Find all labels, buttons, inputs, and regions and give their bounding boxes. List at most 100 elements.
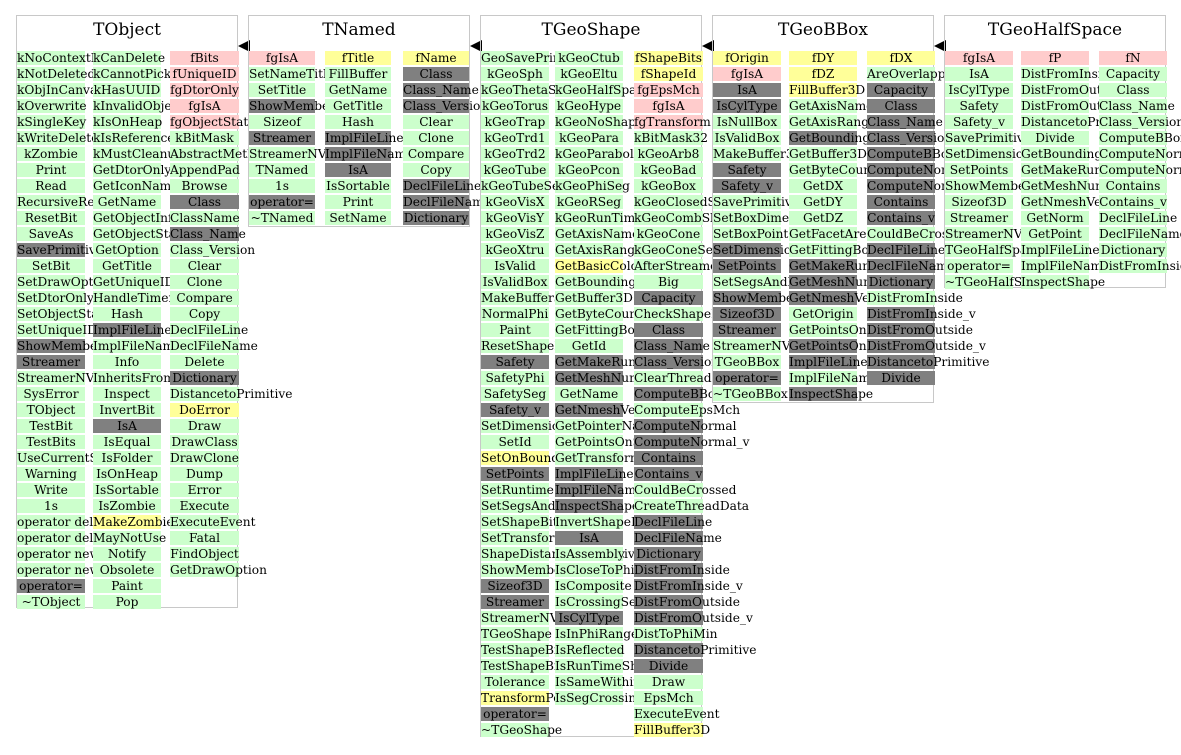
member-cell[interactable]: Print bbox=[325, 195, 391, 209]
member-cell[interactable]: SetBit bbox=[17, 259, 85, 273]
member-cell[interactable]: ImplFileLine bbox=[325, 131, 404, 145]
member-cell[interactable]: AbstractMethod bbox=[170, 147, 271, 161]
member-cell[interactable]: kGeoCtub bbox=[555, 51, 623, 65]
member-cell[interactable]: Sizeof bbox=[249, 115, 315, 129]
member-cell[interactable]: fN bbox=[1099, 51, 1167, 65]
member-cell[interactable]: SetPoints bbox=[945, 163, 1013, 177]
member-cell[interactable]: Streamer bbox=[713, 323, 781, 337]
member-cell[interactable]: Contains bbox=[867, 195, 935, 209]
member-cell[interactable]: Copy bbox=[170, 307, 239, 321]
member-cell[interactable]: ImplFileName bbox=[1021, 259, 1110, 273]
member-cell[interactable]: Class_Version bbox=[867, 131, 953, 145]
member-cell[interactable]: fgIsA bbox=[713, 67, 781, 81]
member-cell[interactable]: IsA bbox=[325, 163, 391, 177]
member-cell[interactable]: SetBoxDimensions bbox=[713, 211, 829, 225]
member-cell[interactable]: fShapeBits bbox=[634, 51, 703, 65]
member-cell[interactable]: SetDtorOnly bbox=[17, 291, 94, 305]
member-cell[interactable]: fgTransform bbox=[634, 115, 711, 129]
member-cell[interactable]: ShowMembers bbox=[713, 291, 806, 305]
member-cell[interactable]: DeclFileName bbox=[634, 531, 722, 545]
member-cell[interactable]: ResetBit bbox=[17, 211, 85, 225]
member-cell[interactable]: Class_Name bbox=[1099, 99, 1175, 113]
member-cell[interactable]: kMustCleanup bbox=[93, 147, 184, 161]
member-cell[interactable]: GeoSavePrimitive bbox=[481, 51, 592, 65]
member-cell[interactable]: ClearThreadData bbox=[634, 371, 741, 385]
member-cell[interactable]: kCannotPick bbox=[93, 67, 172, 81]
member-cell[interactable]: GetAxisRange bbox=[555, 243, 643, 257]
member-cell[interactable]: Write bbox=[17, 483, 85, 497]
member-cell[interactable]: IsSortable bbox=[325, 179, 391, 193]
member-cell[interactable]: ComputeEpsMch bbox=[634, 403, 741, 417]
member-cell[interactable]: ComputeNormal bbox=[867, 163, 970, 177]
member-cell[interactable]: DistancetoPrimitive bbox=[634, 643, 757, 657]
member-cell[interactable]: IsSegCrossing bbox=[555, 691, 644, 705]
member-cell[interactable]: kZombie bbox=[17, 147, 85, 161]
member-cell[interactable]: ComputeNormal bbox=[634, 419, 737, 433]
member-cell[interactable]: TestBit bbox=[17, 419, 85, 433]
member-cell[interactable]: MakeZombie bbox=[93, 515, 174, 529]
member-cell[interactable]: DistFromOutside bbox=[1021, 83, 1127, 97]
member-cell[interactable]: GetDY bbox=[789, 195, 857, 209]
member-cell[interactable]: StreamerNVirtual bbox=[17, 371, 129, 385]
member-cell[interactable]: GetFittingBox bbox=[789, 243, 876, 257]
member-cell[interactable]: IsValid bbox=[481, 259, 549, 273]
member-cell[interactable]: kGeoVisX bbox=[481, 195, 549, 209]
member-cell[interactable]: ImplFileName bbox=[93, 339, 182, 353]
member-cell[interactable]: DeclFileName bbox=[170, 339, 258, 353]
member-cell[interactable]: fgObjectStat bbox=[170, 115, 249, 129]
member-cell[interactable]: SetDimensions bbox=[713, 243, 806, 257]
member-cell[interactable]: IsComposite bbox=[555, 579, 632, 593]
member-cell[interactable]: Class_Name bbox=[403, 83, 479, 97]
member-cell[interactable]: Hash bbox=[93, 307, 161, 321]
member-cell[interactable]: GetBoundingCylinder bbox=[555, 275, 689, 289]
member-cell[interactable]: Read bbox=[17, 179, 85, 193]
member-cell[interactable]: StreamerNVirtual bbox=[249, 147, 361, 161]
member-cell[interactable]: AfterStreamer bbox=[634, 259, 724, 273]
member-cell[interactable]: kGeoArb8 bbox=[634, 147, 703, 161]
member-cell[interactable]: Paint bbox=[93, 579, 161, 593]
member-cell[interactable]: DistancetoPrimitive bbox=[1021, 115, 1144, 129]
member-cell[interactable]: kObjInCanvas bbox=[17, 83, 104, 97]
member-cell[interactable]: kGeoPhiSeg bbox=[555, 179, 630, 193]
member-cell[interactable]: Safety_v bbox=[945, 115, 1013, 129]
member-cell[interactable]: kGeoClosedShape bbox=[634, 195, 746, 209]
member-cell[interactable]: 1s bbox=[17, 499, 85, 513]
member-cell[interactable]: kGeoTubeSeg bbox=[481, 179, 568, 193]
member-cell[interactable]: Class bbox=[1099, 83, 1167, 97]
member-cell[interactable]: GetNmeshVertices bbox=[1021, 195, 1137, 209]
member-cell[interactable]: GetName bbox=[93, 195, 161, 209]
member-cell[interactable]: Capacity bbox=[634, 291, 703, 305]
member-cell[interactable]: Streamer bbox=[249, 131, 315, 145]
member-cell[interactable]: DistFromInside bbox=[634, 563, 730, 577]
member-cell[interactable]: ComputeBBox bbox=[634, 387, 723, 401]
member-cell[interactable]: TGeoHalfSpace bbox=[945, 243, 1042, 257]
member-cell[interactable]: Obsolete bbox=[93, 563, 161, 577]
member-cell[interactable]: kNotDeleted bbox=[17, 67, 96, 81]
class-title[interactable]: TGeoShape bbox=[541, 20, 641, 40]
member-cell[interactable]: GetPointsOnFacet bbox=[789, 323, 901, 337]
member-cell[interactable]: kOverwrite bbox=[17, 99, 87, 113]
member-cell[interactable]: GetId bbox=[555, 339, 623, 353]
member-cell[interactable]: ExecuteEvent bbox=[634, 707, 720, 721]
member-cell[interactable]: ShowMembers bbox=[481, 563, 574, 577]
member-cell[interactable]: kGeoThetaSeg bbox=[481, 83, 572, 97]
member-cell[interactable]: SetObjectStat bbox=[17, 307, 104, 321]
member-cell[interactable]: kGeoTube bbox=[481, 163, 549, 177]
member-cell[interactable]: TObject bbox=[17, 403, 85, 417]
member-cell[interactable]: ComputeNormal_v bbox=[634, 435, 750, 449]
member-cell[interactable]: Dictionary bbox=[1099, 243, 1167, 257]
member-cell[interactable]: Clear bbox=[403, 115, 469, 129]
member-cell[interactable]: operator new bbox=[17, 547, 100, 561]
member-cell[interactable]: ComputeNormal_v bbox=[867, 179, 983, 193]
member-cell[interactable]: GetTitle bbox=[93, 259, 161, 273]
class-title[interactable]: TNamed bbox=[322, 20, 396, 40]
member-cell[interactable]: DeclFileName bbox=[403, 195, 491, 209]
member-cell[interactable]: fgDtorOnly bbox=[170, 83, 239, 97]
member-cell[interactable]: Inspect bbox=[93, 387, 161, 401]
member-cell[interactable]: IsValidBox bbox=[713, 131, 781, 145]
member-cell[interactable]: Class_Name bbox=[634, 339, 710, 353]
member-cell[interactable]: InheritsFrom bbox=[93, 371, 175, 385]
member-cell[interactable]: kGeoCone bbox=[634, 227, 703, 241]
member-cell[interactable]: SetDimensions bbox=[481, 419, 574, 433]
member-cell[interactable]: Sizeof3D bbox=[481, 579, 549, 593]
